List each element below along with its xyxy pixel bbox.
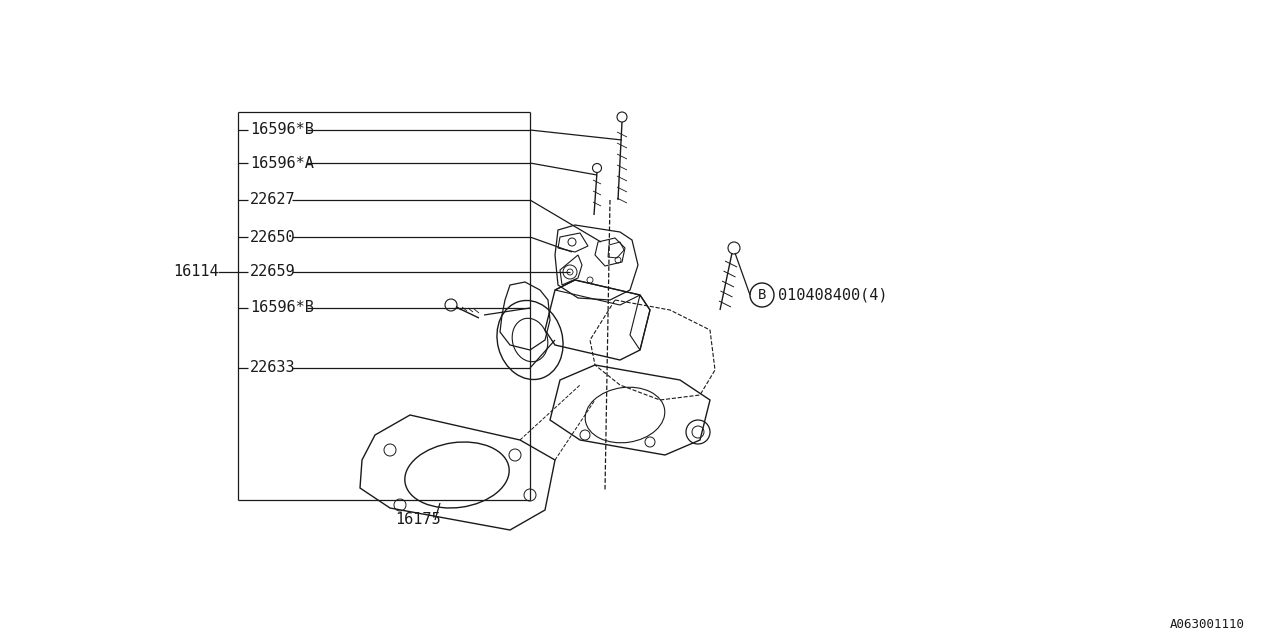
Text: 010408400(4): 010408400(4) — [778, 287, 887, 303]
Text: A063001110: A063001110 — [1170, 618, 1245, 632]
Text: B: B — [758, 288, 767, 302]
Text: 16596*B: 16596*B — [250, 122, 314, 138]
Text: 22650: 22650 — [250, 230, 296, 244]
Text: 16596*A: 16596*A — [250, 156, 314, 170]
Text: 22659: 22659 — [250, 264, 296, 280]
Text: 16596*B: 16596*B — [250, 301, 314, 316]
Text: 16114: 16114 — [173, 264, 219, 280]
Text: 22633: 22633 — [250, 360, 296, 376]
Text: 22627: 22627 — [250, 193, 296, 207]
Text: 16175: 16175 — [396, 513, 440, 527]
